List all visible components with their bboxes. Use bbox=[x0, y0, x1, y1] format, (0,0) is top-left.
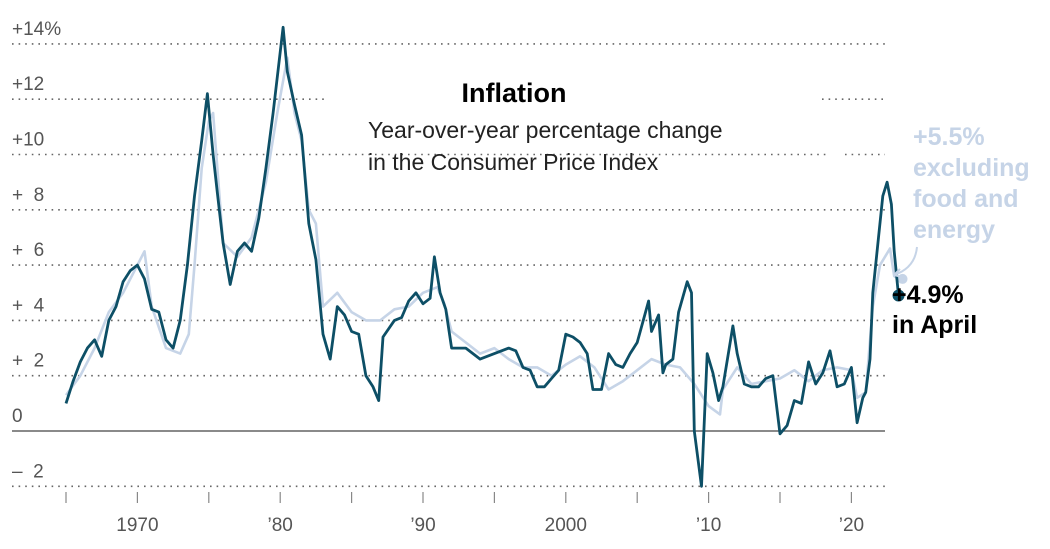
core-label-line-3: energy bbox=[913, 216, 995, 244]
chart-subtitle-line-1: Year-over-year percentage change bbox=[368, 117, 723, 143]
y-tick-label: + 2 bbox=[12, 351, 44, 372]
core-annotation: +5.5% excluding food and energy bbox=[893, 123, 1030, 278]
headline-cpi-line bbox=[64, 25, 900, 488]
chart-title: Inflation bbox=[462, 78, 567, 108]
headline-annotation: +4.9% in April bbox=[892, 281, 977, 339]
core-label-line-2: food and bbox=[913, 185, 1019, 213]
y-axis-labels: +14% +12 +10 + 8 + 6 + 4 + 2 0 – 2 bbox=[12, 19, 61, 482]
headline-value-label: +4.9% bbox=[892, 281, 964, 309]
gridlines bbox=[12, 43, 885, 488]
x-tick-label: ’10 bbox=[696, 515, 721, 536]
series-lines bbox=[64, 25, 908, 488]
y-tick-label: +12 bbox=[12, 74, 44, 95]
headline-endpoint-marker bbox=[892, 289, 905, 302]
core-cpi-line bbox=[64, 56, 900, 416]
y-tick-label: + 8 bbox=[12, 185, 44, 206]
y-tick-label: 0 bbox=[12, 406, 23, 427]
headline-label: in April bbox=[892, 311, 977, 339]
core-value-label: +5.5% bbox=[913, 123, 985, 151]
core-label-line-1: excluding bbox=[913, 154, 1030, 182]
x-axis: 1970 ’80 ’90 2000 ’10 ’20 bbox=[65, 492, 864, 536]
y-tick-label: +10 bbox=[12, 130, 44, 151]
x-tick-label: ’80 bbox=[268, 515, 293, 536]
x-tick-label: ’20 bbox=[839, 515, 864, 536]
x-tick-label: 1970 bbox=[116, 515, 158, 536]
chart-subtitle-line-2: in the Consumer Price Index bbox=[368, 149, 659, 175]
x-tick-label: ’90 bbox=[410, 515, 435, 536]
y-tick-label: +14% bbox=[12, 19, 61, 40]
y-tick-label: + 4 bbox=[12, 295, 45, 316]
y-tick-label: – 2 bbox=[12, 461, 44, 482]
annotation-arrow-icon bbox=[893, 246, 918, 278]
x-tick-label: 2000 bbox=[545, 515, 587, 536]
y-tick-label: + 6 bbox=[12, 240, 44, 261]
